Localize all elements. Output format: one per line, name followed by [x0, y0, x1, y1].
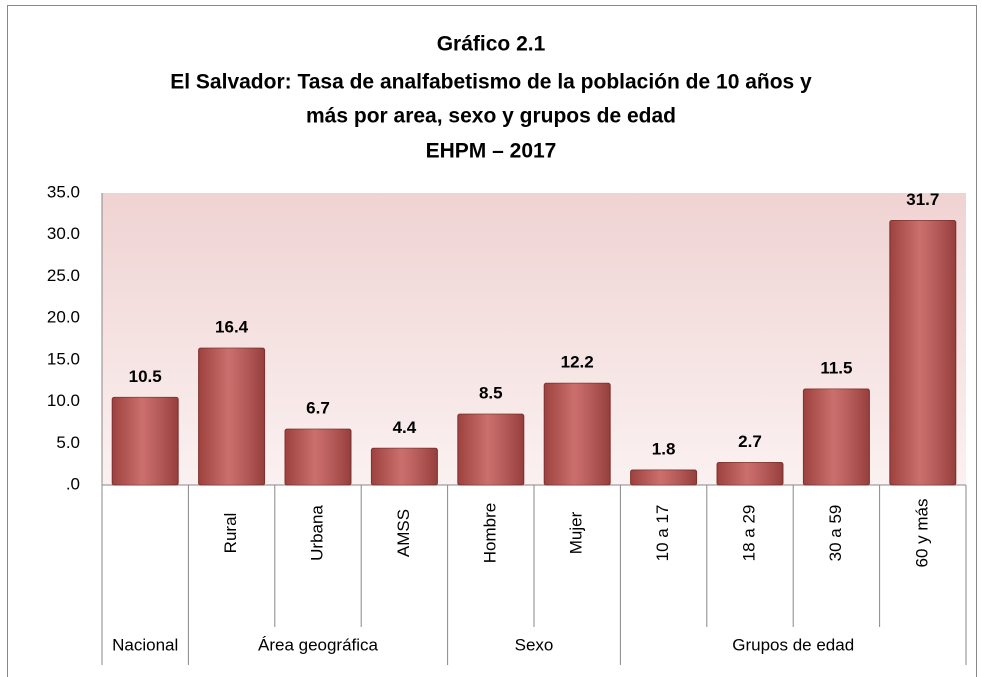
- bar-shading: [198, 348, 265, 485]
- x-tick-label: 18 a 29: [739, 505, 758, 562]
- y-tick-label: 20.0: [47, 308, 80, 327]
- y-tick-label: .0: [66, 474, 80, 493]
- y-tick-label: 35.0: [47, 182, 80, 201]
- x-tick-label: Rural: [221, 513, 240, 554]
- value-label: 8.5: [479, 384, 503, 403]
- value-label: 10.5: [129, 367, 162, 386]
- bar-shading: [457, 414, 524, 485]
- y-tick-label: 5.0: [56, 433, 80, 452]
- group-label: Área geográfica: [258, 635, 379, 654]
- x-tick-label: Hombre: [480, 503, 499, 563]
- chart-title: EHPM – 2017: [426, 140, 557, 163]
- bar-shading: [889, 220, 956, 485]
- value-label: 31.7: [906, 190, 939, 209]
- bar-shading: [285, 429, 351, 485]
- y-tick-label: 30.0: [47, 224, 80, 243]
- value-label: 16.4: [215, 318, 249, 337]
- value-label: 6.7: [306, 399, 330, 418]
- frame: [7, 5, 977, 677]
- chart-title: Gráfico 2.1: [437, 33, 546, 56]
- bar-shading: [803, 389, 870, 485]
- group-label: Nacional: [112, 635, 178, 654]
- bar-shading: [717, 462, 783, 485]
- bar-shading: [544, 383, 611, 485]
- bar-shading: [112, 397, 179, 485]
- x-tick-label: 60 y más: [912, 499, 931, 568]
- bar-shading: [371, 448, 438, 485]
- y-tick-label: 15.0: [47, 349, 80, 368]
- x-tick-label: AMSS: [394, 509, 413, 557]
- value-label: 11.5: [820, 359, 852, 378]
- chart-title: más por area, sexo y grupos de edad: [306, 105, 676, 128]
- x-tick-label: Mujer: [567, 511, 586, 554]
- value-label: 12.2: [561, 353, 594, 372]
- bar-shading: [630, 469, 697, 485]
- x-tick-label: 30 a 59: [826, 505, 845, 562]
- x-tick-label: 10 a 17: [653, 505, 672, 562]
- group-label: Grupos de edad: [732, 635, 854, 654]
- value-label: 1.8: [652, 439, 676, 458]
- x-tick-label: Urbana: [307, 505, 326, 561]
- value-label: 2.7: [738, 432, 762, 451]
- chart-title: El Salvador: Tasa de analfabetismo de la…: [170, 71, 812, 94]
- value-label: 4.4: [393, 418, 417, 437]
- group-label: Sexo: [515, 635, 554, 654]
- y-tick-label: 10.0: [47, 391, 80, 410]
- y-tick-label: 25.0: [47, 266, 80, 285]
